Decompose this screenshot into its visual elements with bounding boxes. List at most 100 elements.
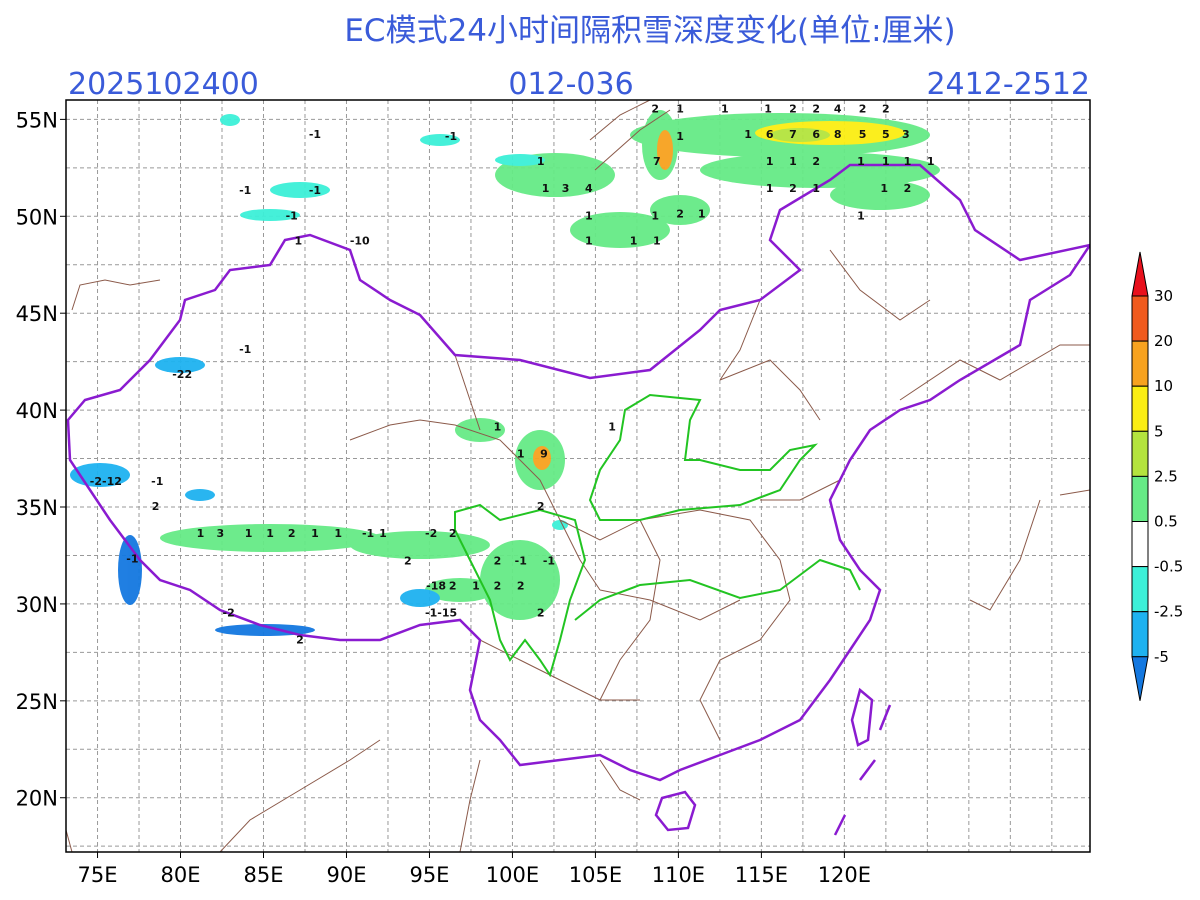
contour-label: -1 [362,527,374,540]
contour-label: 1 [766,182,774,195]
plot-area: -1 -1-1 -1-11 -10-1-22-2-12 -12-1-221 3 1 1 2 1 1-… [66,100,1090,852]
colorbar-label: 30 [1154,287,1173,305]
patch [220,114,240,126]
contour-label: 1 [537,155,545,168]
contour-label: -10 [350,234,370,247]
contour-label: 1 [295,234,303,247]
contour-label: 2 [859,103,867,116]
patch [425,578,495,602]
colorbar-arrow [1131,656,1149,701]
contour-label: 1 [764,103,772,116]
contour-label: 1 [766,155,774,168]
contour-label: 1 [927,155,935,168]
contour-label: 9 [540,448,548,461]
contour-label: 2 [812,103,820,116]
contour-label: -1 [286,209,298,222]
patch [270,182,330,198]
contour-label: 1 [517,448,525,461]
contour-label: -1 [445,130,457,143]
colorbar: 30 20 10 5 2.5 0.5 -0.5 -2.5 -5 [1131,251,1183,701]
contour-label: -1 [151,475,163,488]
contour-label: 3 [902,128,910,141]
colorbar-box [1131,430,1149,477]
contour-label: 7 [653,155,661,168]
contour-label: 2 [676,207,684,220]
contour-label: 1 [585,234,593,247]
axis-ticks: 55N 50N 45N 40N 35N 30N 25N 20N 75E 80E 85E 90E 95E 1… [16,108,871,887]
contour-label: 2 [789,182,797,195]
patch [118,535,142,605]
contour-label: 1 [472,579,480,592]
contour-label: 1 [744,128,752,141]
lat-tick-label: 40N [16,399,58,423]
lon-tick-label: 120E [818,863,871,887]
border-line [899,344,1090,611]
contour-label: 2 [882,103,890,116]
contour-label: 1 [379,527,387,540]
contour-label: 2 [904,182,912,195]
contour-label: 3 [562,182,570,195]
contour-label: 1 [880,182,888,195]
contour-label: 1 [585,209,593,222]
contour-label: 2 [449,527,457,540]
patch [650,195,710,225]
contour-label: -1 [126,552,138,565]
island-border [654,790,697,832]
patch [830,180,930,210]
contour-label: -1 [239,343,251,356]
contour-label: -2 [425,527,437,540]
colorbar-box [1131,475,1149,522]
patch [400,589,440,607]
lat-tick-label: 55N [16,108,58,132]
map-title: EC模式24小时间隔积雪深度变化(单位:厘米) [344,13,955,49]
colorbar-label: 2.5 [1154,467,1178,485]
region-boundary [454,393,861,678]
contour-label: 1 [630,234,638,247]
country-border [66,163,1090,782]
contour-label: 1 [245,527,253,540]
contour-label: 2 [404,554,412,567]
contour-label: 5 [859,128,867,141]
contour-label: 4 [834,103,842,116]
patch [420,134,460,146]
border-line [71,279,161,311]
colorbar-label: -2.5 [1154,603,1183,621]
colorbar-box [1131,521,1149,568]
contour-label: 2 [537,607,545,620]
contour-label: 2 [537,500,545,513]
lon-tick-label: 85E [243,863,283,887]
contour-label: 6 [812,128,820,141]
colorbar-label: -0.5 [1154,558,1183,576]
contour-label: 1 [904,155,912,168]
contour-label: 1 [857,155,865,168]
colorbar-label: -5 [1154,648,1169,666]
colorbar-box [1131,385,1149,432]
contour-label: -22 [172,368,192,381]
contour-label: 2 [517,579,525,592]
colorbar-box [1131,295,1149,342]
contour-label: 5 [882,128,890,141]
contour-label: 1 [542,182,550,195]
contour-label: 2 [288,527,296,540]
contour-label: 1 [311,527,319,540]
lat-tick-label: 50N [16,205,58,229]
forecast-hours: 012-036 [508,67,633,102]
patch [480,540,560,620]
plot-background [66,100,1090,852]
contour-label: 2 [449,579,457,592]
lon-tick-label: 110E [652,863,705,887]
contour-label: 1 [676,130,684,143]
lon-tick-label: 95E [409,863,449,887]
coast-line [833,704,892,836]
patch [533,446,551,470]
contour-label: 8 [834,128,842,141]
contour-label: -2 [223,607,235,620]
lat-tick-label: 35N [16,496,58,520]
contour-label: 1 [812,182,820,195]
patch [350,531,490,559]
contour-label: -1 [515,554,527,567]
colorbar-box [1131,566,1149,613]
patch [160,524,380,552]
lon-tick-label: 105E [569,863,622,887]
